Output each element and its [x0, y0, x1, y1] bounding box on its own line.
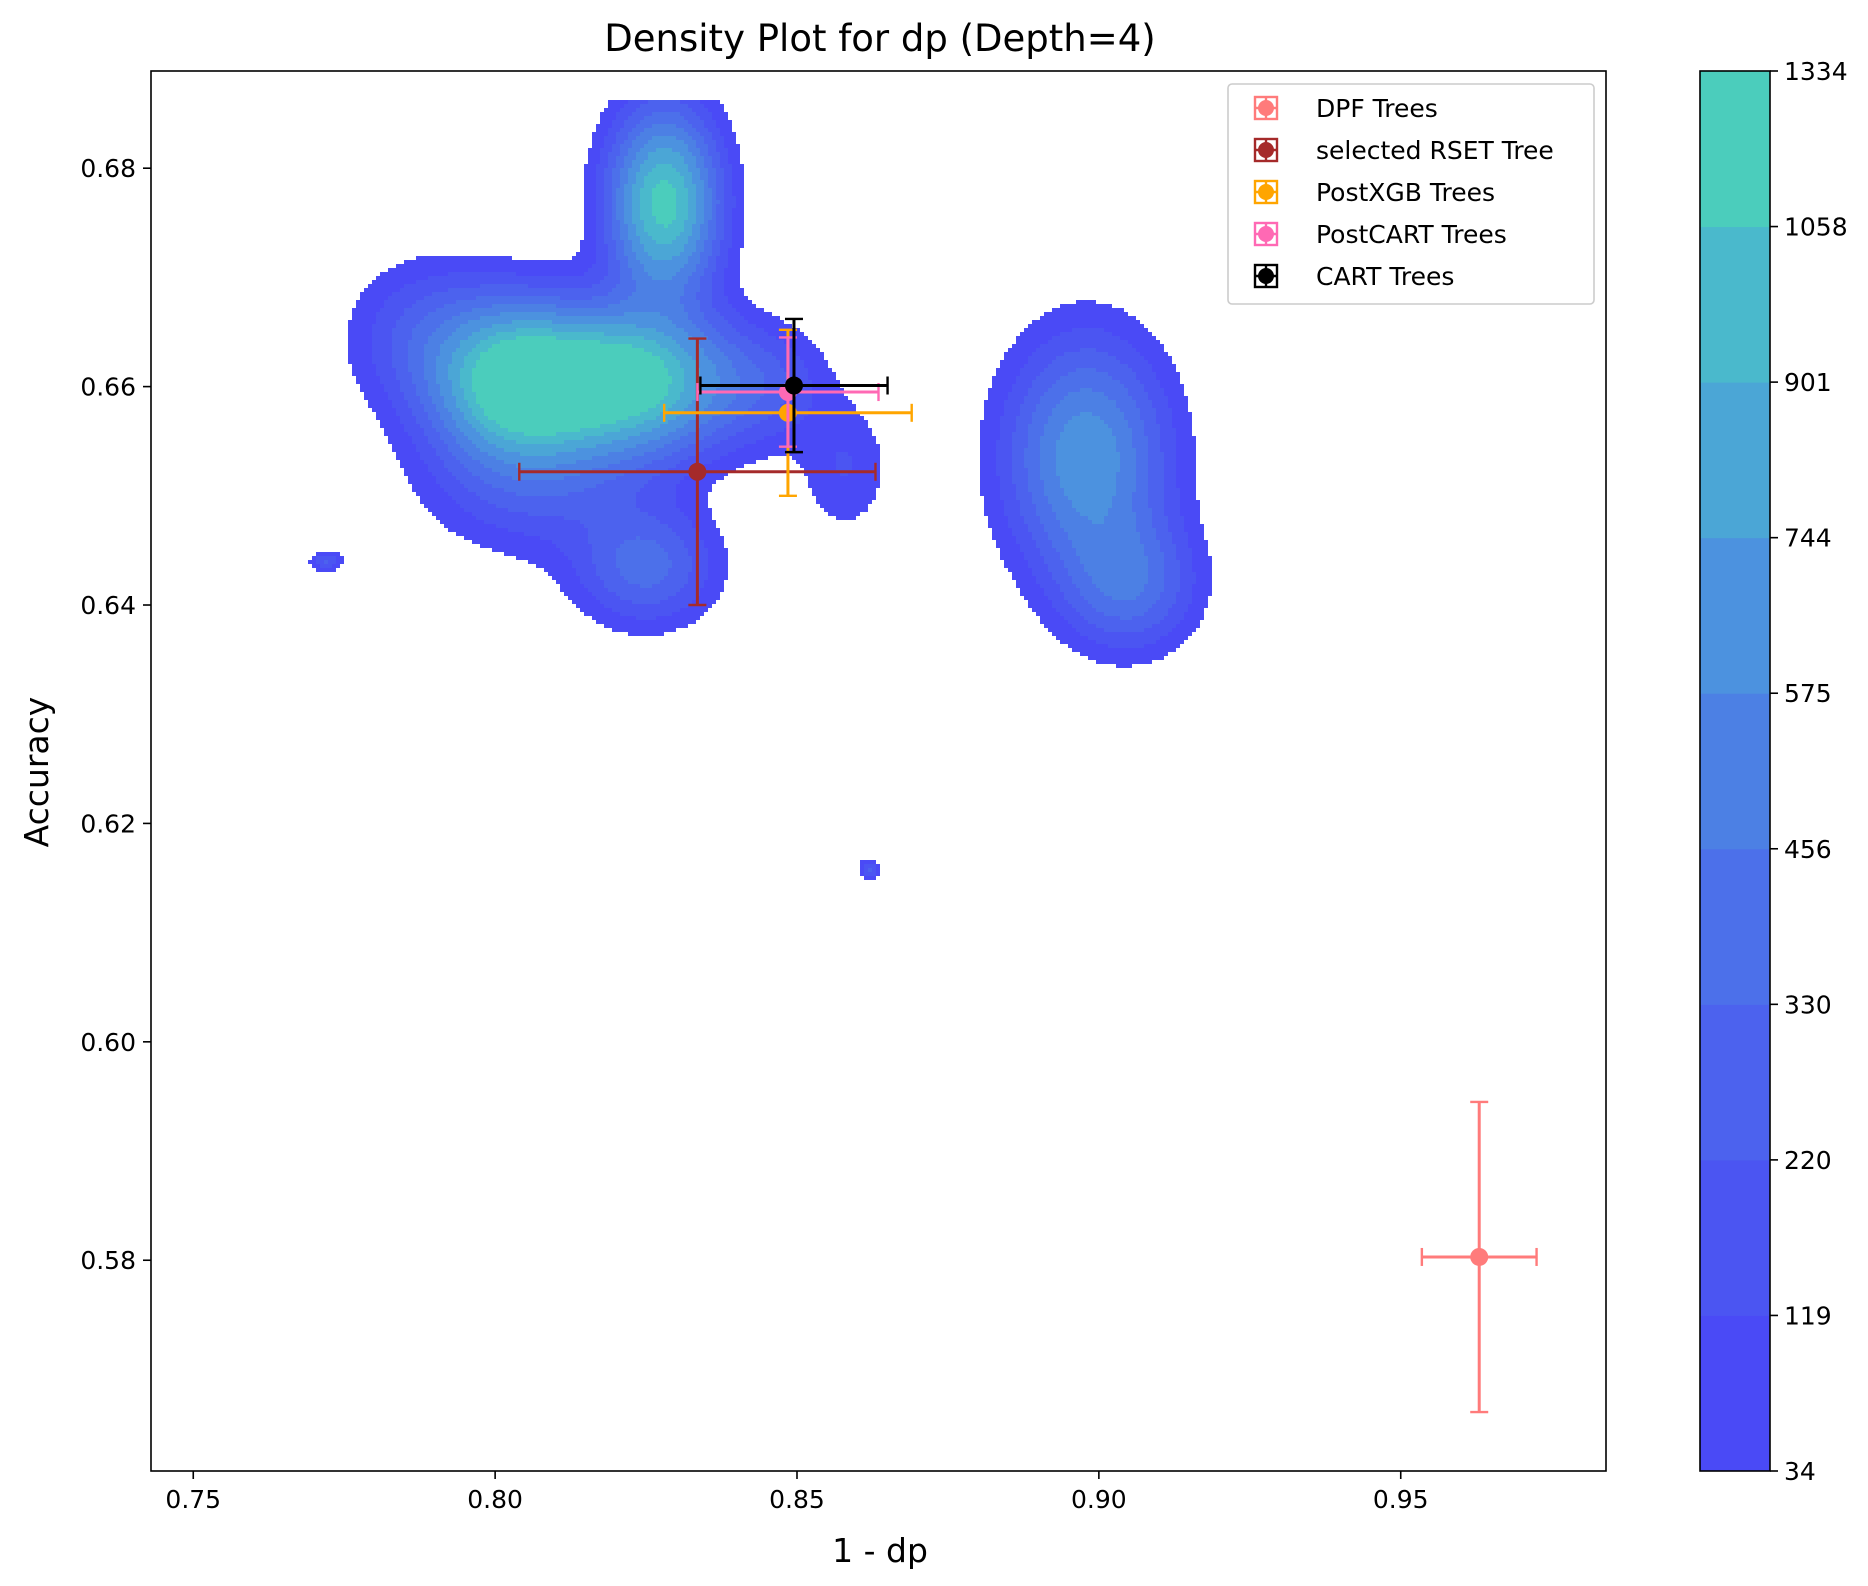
x-tick-label: 0.80: [467, 1485, 523, 1514]
colorbar: 34 119 220 330 456 575 744 901 1058 1334: [1699, 57, 1848, 1486]
colorbar-tick-label: 119: [1784, 1301, 1832, 1330]
point-dpf-trees: [1470, 1247, 1489, 1266]
y-tick-label: 0.62: [80, 809, 136, 838]
point-selected-rset-tree: [688, 462, 707, 481]
colorbar-band: [1700, 382, 1770, 539]
colorbar-tick-label: 34: [1784, 1457, 1816, 1486]
colorbar-tick-label: 575: [1784, 679, 1832, 708]
colorbar-band: [1700, 226, 1770, 383]
legend-label-cart-trees: CART Trees: [1316, 262, 1454, 291]
colorbar-band: [1700, 537, 1770, 694]
error-bars: [518, 317, 1538, 1414]
x-tick-label: 0.85: [769, 1485, 825, 1514]
colorbar-tick-label: 744: [1784, 524, 1832, 553]
colorbar-frame: [1699, 70, 1771, 1472]
legend: DPF Trees selected RSET Tree PostXGB Trees…: [1227, 83, 1595, 305]
density-level-9: [472, 180, 676, 436]
y-axis-label: Accuracy: [17, 697, 56, 848]
chart-title: Density Plot for dp (Depth=4): [604, 17, 1155, 60]
colorbar-band: [1700, 71, 1770, 228]
legend-marker-dot-postxgb-trees: [1258, 184, 1274, 200]
legend-entry-cart-trees: [1253, 263, 1279, 289]
colorbar-tick-label: 220: [1784, 1146, 1832, 1175]
colorbar-tick-label: 1334: [1784, 57, 1848, 86]
legend-marker-dot-selected-rset-tree: [1258, 142, 1274, 158]
plot-frame: [150, 70, 1607, 1472]
y-tick-label: 0.64: [80, 591, 136, 620]
legend-entry-postcart-trees: [1253, 221, 1279, 247]
legend-marker-dot-dpf-trees: [1258, 100, 1274, 116]
colorbar-tick-label: 330: [1784, 990, 1832, 1019]
y-tick-label: 0.58: [80, 1246, 136, 1275]
series-dpf-trees: [1420, 1100, 1538, 1414]
legend-label-selected-rset-tree: selected RSET Tree: [1316, 136, 1554, 165]
legend-marker-dot-postcart-trees: [1258, 226, 1274, 242]
colorbar-band: [1700, 1159, 1770, 1316]
x-tick-label: 0.75: [165, 1485, 221, 1514]
density-level-3: [324, 100, 1180, 872]
series-cart-trees: [699, 317, 889, 454]
series-selected-rset-tree: [518, 337, 877, 607]
legend-entry-selected-rset-tree: [1253, 137, 1279, 163]
colorbar-tick-label: 901: [1784, 368, 1832, 397]
legend-label-dpf-trees: DPF Trees: [1316, 94, 1438, 123]
density-contours: [308, 100, 1212, 880]
axis-ticks: 0.75 0.80 0.85 0.90 0.95 0.58 0.60 0.62 0.64 0.66…: [80, 154, 1428, 1514]
legend-label-postcart-trees: PostCART Trees: [1316, 220, 1507, 249]
colorbar-band: [1700, 848, 1770, 1005]
colorbar-tick-label: 456: [1784, 835, 1832, 864]
colorbar-tick-label: 1058: [1784, 213, 1848, 242]
legend-entry-postxgb-trees: [1253, 179, 1279, 205]
legend-label-postxgb-trees: PostXGB Trees: [1316, 178, 1495, 207]
legend-box: [1227, 83, 1595, 305]
y-tick-label: 0.66: [80, 373, 136, 402]
y-tick-label: 0.60: [80, 1028, 136, 1057]
colorbar-band: [1700, 1315, 1770, 1472]
colorbar-band: [1700, 1004, 1770, 1161]
x-tick-label: 0.90: [1071, 1485, 1127, 1514]
legend-marker-dot-cart-trees: [1258, 268, 1274, 284]
x-axis-label: 1 - dp: [832, 1531, 928, 1570]
x-tick-label: 0.95: [1373, 1485, 1429, 1514]
colorbar-band: [1700, 693, 1770, 850]
y-tick-label: 0.68: [80, 154, 136, 183]
point-cart-trees: [784, 376, 803, 395]
legend-entry-dpf-trees: [1253, 95, 1279, 121]
